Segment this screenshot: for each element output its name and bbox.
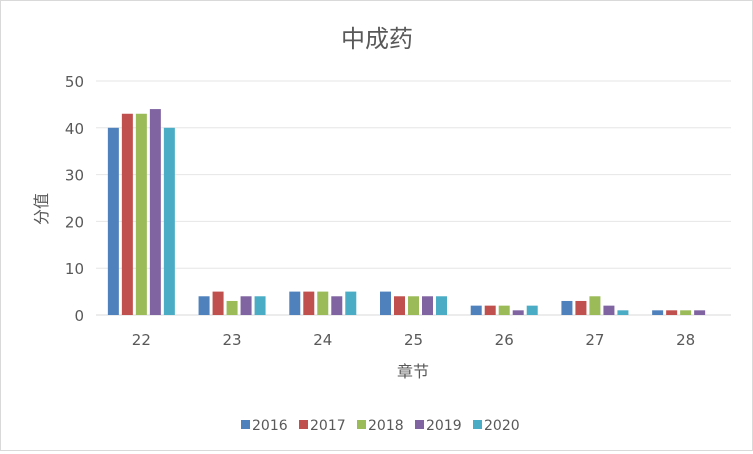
legend-label: 2018 <box>368 418 404 434</box>
bar-2020-27 <box>617 310 629 315</box>
bar-2020-25 <box>436 296 447 315</box>
chart-title: 中成药 <box>341 25 413 53</box>
bar-2016-28 <box>652 310 664 315</box>
bar-2018-28 <box>680 310 692 315</box>
legend-swatch <box>415 420 424 429</box>
legend-swatch <box>241 420 250 429</box>
bar-2016-22 <box>107 127 119 315</box>
y-tick-label: 0 <box>74 307 84 325</box>
bar-2018-23 <box>226 300 238 315</box>
bar-2016-26 <box>470 305 482 315</box>
y-tick-label: 10 <box>65 260 84 278</box>
bar-2017-28 <box>666 310 678 315</box>
bar-2019-23 <box>240 296 252 315</box>
bar-2018-25 <box>408 296 419 315</box>
y-tick-label: 30 <box>65 167 84 185</box>
x-tick-label: 23 <box>223 331 242 349</box>
bar-2016-23 <box>198 296 210 315</box>
x-tick-label: 27 <box>585 331 604 349</box>
bar-2018-27 <box>589 296 601 315</box>
bar-2017-25 <box>394 296 405 315</box>
y-tick-label: 40 <box>65 120 84 138</box>
x-tick-label: 22 <box>132 331 151 349</box>
x-tick-label: 28 <box>676 331 695 349</box>
bar-2017-23 <box>212 291 224 315</box>
legend-label: 2020 <box>484 418 520 434</box>
bar-2020-23 <box>254 296 266 315</box>
x-tick-label: 25 <box>404 331 423 349</box>
y-tick-label: 50 <box>65 73 84 91</box>
x-tick-label: 24 <box>313 331 332 349</box>
bar-2017-24 <box>303 291 315 315</box>
bar-2018-22 <box>135 113 147 315</box>
bar-2019-28 <box>694 310 706 315</box>
bar-2019-26 <box>512 310 524 315</box>
y-axis-label: 分值 <box>32 193 51 225</box>
legend-label: 2017 <box>310 418 346 434</box>
bar-2019-25 <box>422 296 433 315</box>
bar-2020-24 <box>345 291 357 315</box>
legend-swatch <box>299 420 308 429</box>
bar-2017-22 <box>121 113 133 315</box>
legend-swatch <box>473 420 482 429</box>
bar-2018-26 <box>498 305 510 315</box>
legend-swatch <box>357 420 366 429</box>
x-axis-label: 章节 <box>397 362 429 381</box>
y-tick-label: 20 <box>65 213 84 231</box>
bar-2018-24 <box>317 291 329 315</box>
bar-2019-24 <box>331 296 343 315</box>
bar-2016-24 <box>289 291 301 315</box>
bar-2017-27 <box>575 300 587 315</box>
legend-label: 2016 <box>252 418 288 434</box>
bar-2016-25 <box>380 291 391 315</box>
bar-2016-27 <box>561 300 573 315</box>
bar-2020-22 <box>163 127 175 315</box>
x-tick-label: 26 <box>495 331 514 349</box>
bar-2019-22 <box>149 109 161 315</box>
bar-2020-26 <box>526 305 538 315</box>
legend-label: 2019 <box>426 418 462 434</box>
bar-2019-27 <box>603 305 615 315</box>
bar-2017-26 <box>484 305 496 315</box>
